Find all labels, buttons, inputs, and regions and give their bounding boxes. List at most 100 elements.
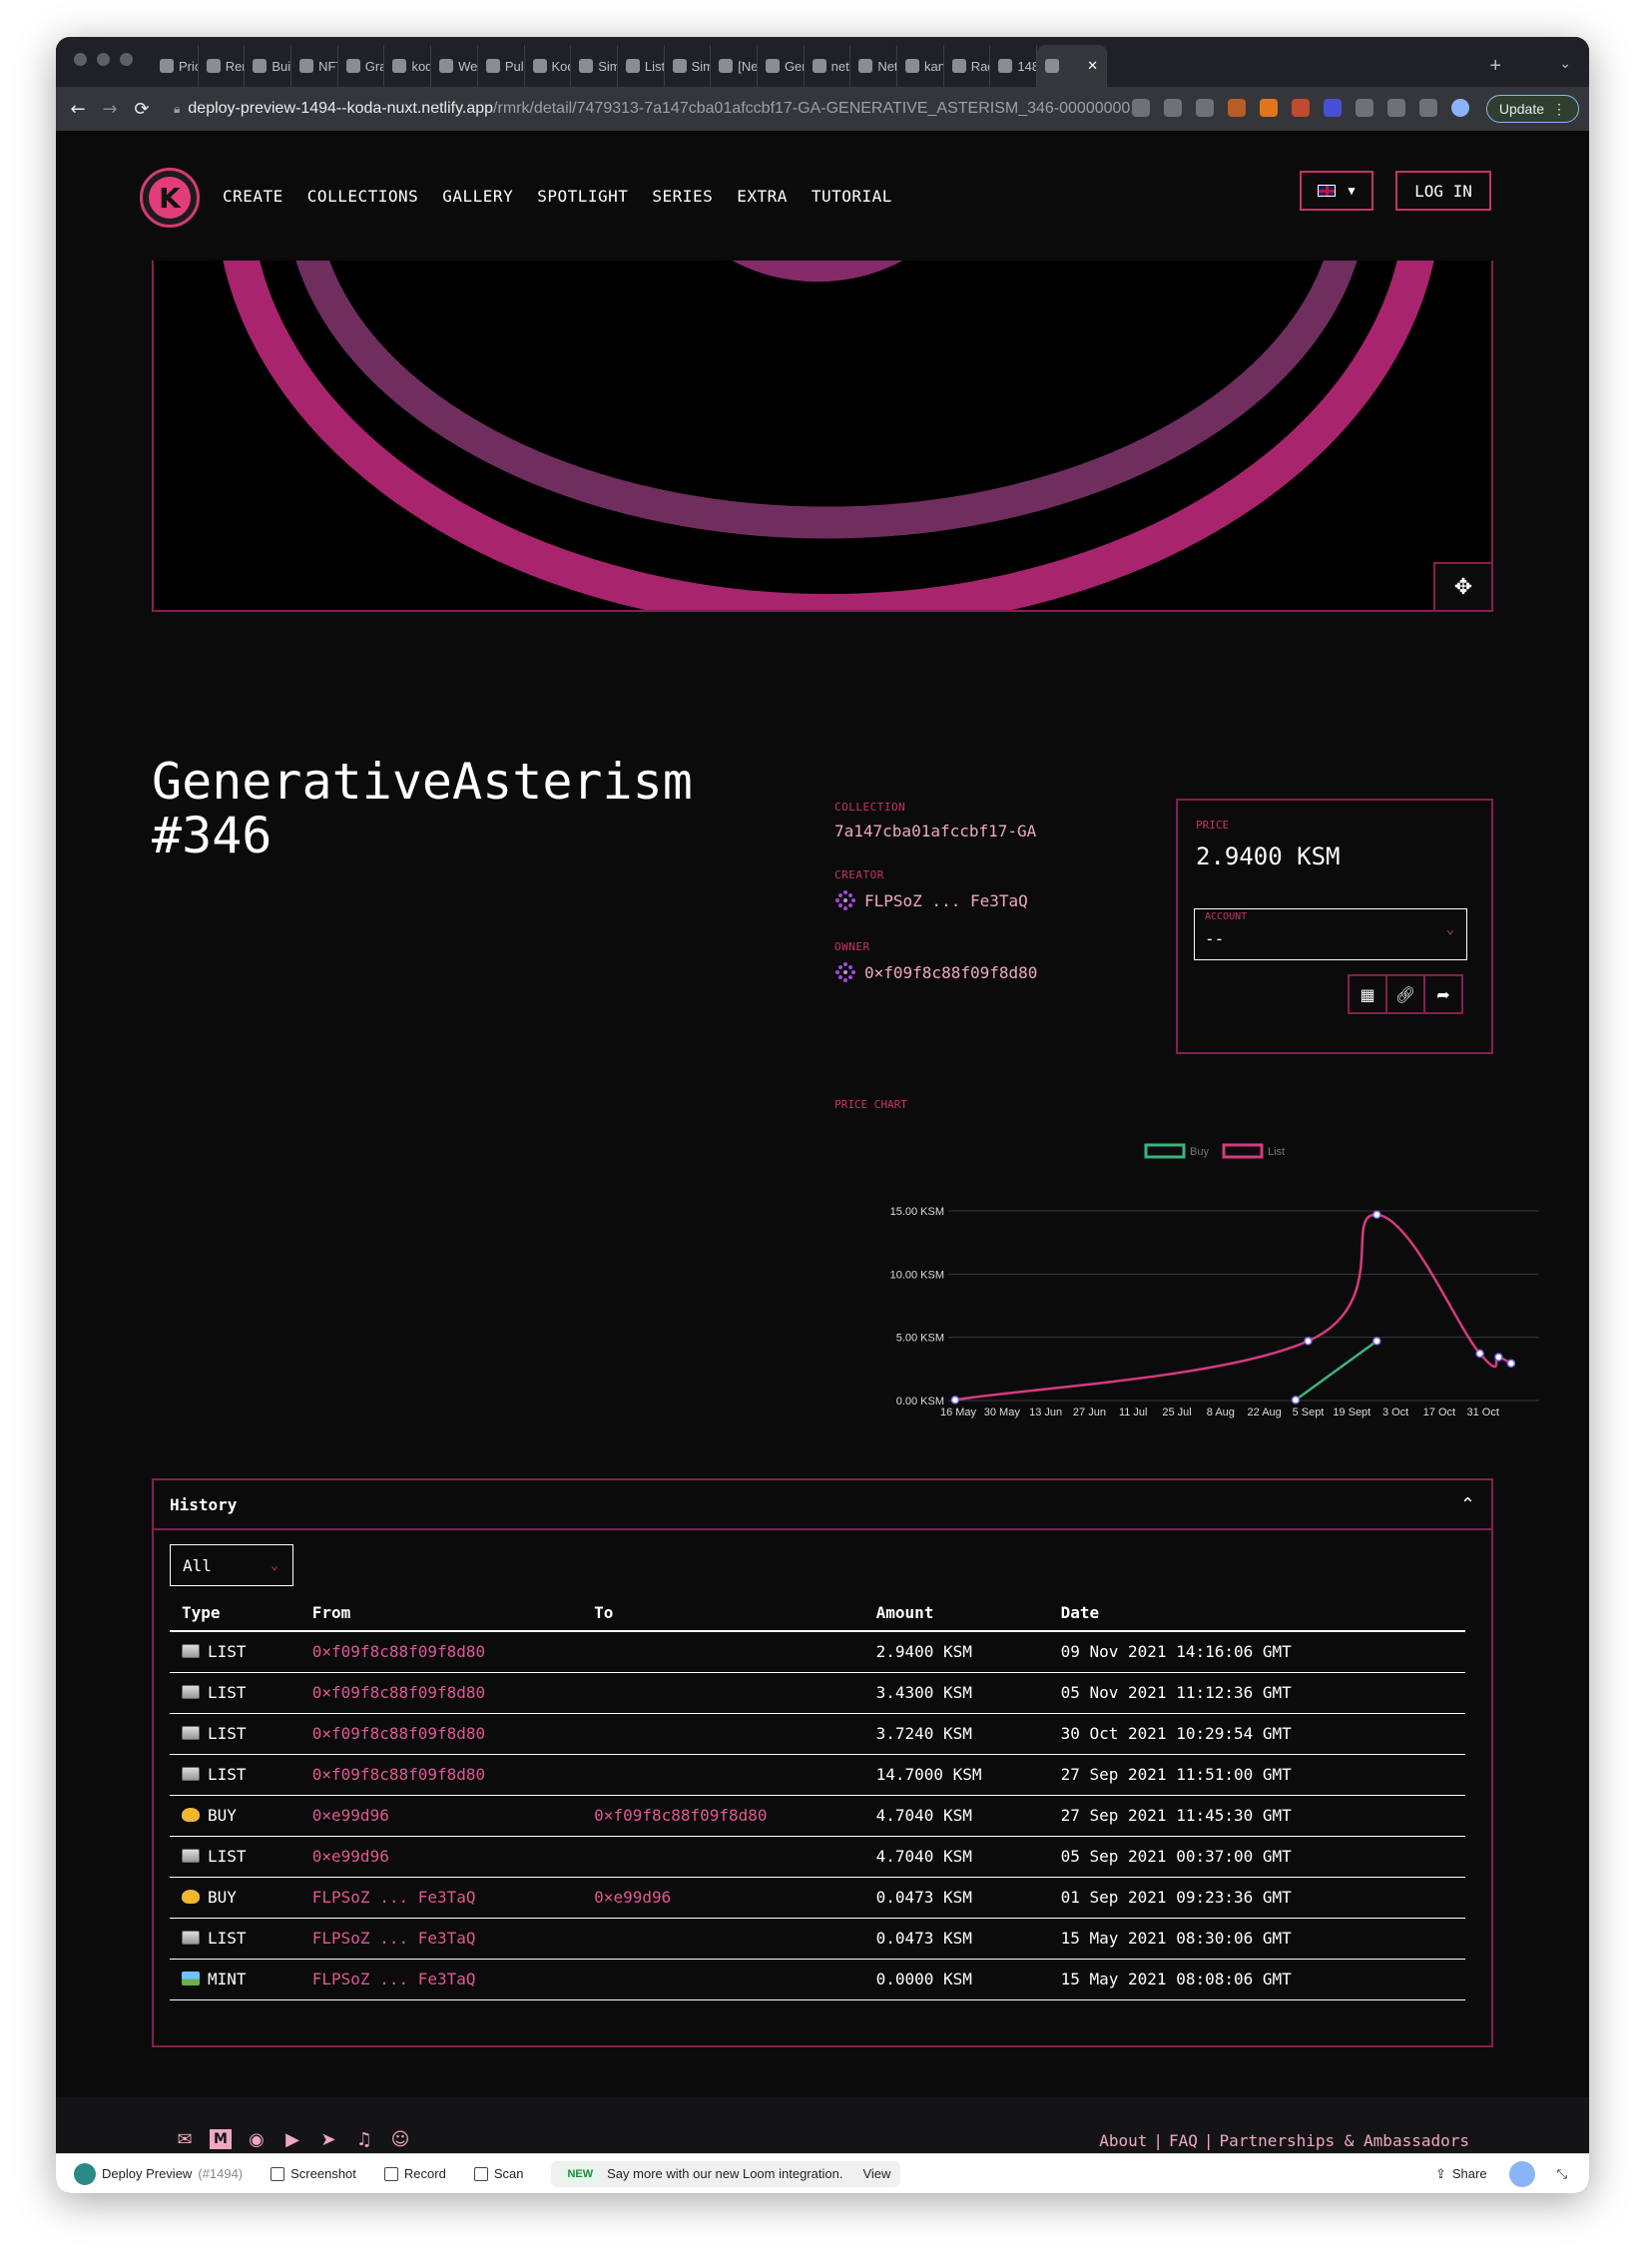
data-point-list[interactable] [950,1396,960,1405]
qr-code-button[interactable]: ▦ [1348,974,1387,1014]
browser-tab[interactable]: kan [897,45,944,87]
nav-item-collections[interactable]: COLLECTIONS [306,187,419,206]
browser-tab[interactable]: Sim [571,45,618,87]
nav-item-create[interactable]: CREATE [223,187,283,206]
share-button[interactable]: ⇪ Share [1435,2166,1487,2182]
koda-logo[interactable]: K [140,168,200,228]
fullscreen-button[interactable]: ✥ [1433,562,1491,610]
browser-tab[interactable]: ✕ [1037,45,1108,87]
browser-tab[interactable]: Rem [199,45,246,87]
footer-link-about[interactable]: About [1099,2131,1148,2150]
nav-item-spotlight[interactable]: SPOTLIGHT [537,187,629,206]
data-point-list[interactable] [1506,1359,1516,1369]
extension-icon[interactable] [1324,99,1342,117]
reddit-icon[interactable]: ☺ [390,2128,410,2150]
data-point-list[interactable] [1494,1353,1503,1362]
from-address[interactable]: 0×f09f8c88f09f8d80 [299,1672,583,1714]
nav-item-extra[interactable]: EXTRA [737,187,788,206]
from-address[interactable]: 0×e99d96 [299,1795,583,1837]
copy-link-button[interactable]: 🔗︎ [1385,974,1425,1014]
login-button[interactable]: LOG IN [1395,171,1491,211]
from-address[interactable]: 0×e99d96 [299,1836,583,1878]
collapse-icon[interactable]: ⤡ [1556,2165,1567,2181]
from-address[interactable]: FLPSoZ ... Fe3TaQ [299,1877,583,1919]
owner-link[interactable]: 0×f09f8c88f09f8d80 [834,961,1037,983]
scan-button[interactable]: Scan [473,2166,523,2181]
from-address[interactable]: 0×f09f8c88f09f8d80 [299,1713,583,1755]
telegram-icon[interactable]: ➤ [320,2128,336,2150]
from-address[interactable]: 0×f09f8c88f09f8d80 [299,1754,583,1796]
browser-tab[interactable]: Wer [431,45,478,87]
data-point-list[interactable] [1304,1337,1313,1346]
browser-tab[interactable]: Gra [338,45,385,87]
from-address[interactable]: FLPSoZ ... Fe3TaQ [299,1959,583,2000]
browser-tab[interactable]: Rad [944,45,991,87]
browser-tab[interactable]: List [618,45,665,87]
browser-tab[interactable]: 148 [990,45,1038,87]
forward-icon[interactable]: → [102,98,118,120]
footer-link-faq[interactable]: FAQ [1169,2131,1198,2150]
extension-icon[interactable] [1228,99,1246,117]
browser-tab[interactable]: kod [384,45,432,87]
creator-link[interactable]: FLPSoZ ... Fe3TaQ [834,889,1028,911]
reload-icon[interactable]: ⟳ [134,98,150,120]
browser-tab[interactable]: Pull [478,45,525,87]
browser-tab[interactable]: NFT [291,45,338,87]
nav-item-gallery[interactable]: GALLERY [442,187,514,206]
extension-icon[interactable] [1196,99,1214,117]
record-button[interactable]: Record [383,2166,446,2181]
legend-swatch-buy[interactable] [1144,1143,1186,1159]
data-point-list[interactable] [1475,1349,1484,1359]
view-link[interactable]: View [862,2166,891,2181]
email-icon[interactable]: ✉ [177,2128,193,2150]
back-icon[interactable]: ← [70,98,86,120]
window-controls[interactable] [74,53,133,66]
language-selector[interactable]: ▼ [1300,171,1373,211]
nav-item-series[interactable]: SERIES [652,187,714,206]
browser-tab[interactable]: Kod [525,45,572,87]
data-point-buy[interactable] [1372,1337,1381,1346]
browser-tab[interactable]: netl [805,45,851,87]
data-point-list[interactable] [1372,1210,1381,1220]
history-filter-select[interactable]: All ⌄ [170,1544,293,1586]
update-button[interactable]: Update ⋮ [1485,95,1579,123]
history-header[interactable]: History ⌃ [154,1480,1491,1530]
share-button[interactable]: ➦ [1423,974,1463,1014]
browser-tab[interactable]: Gen [758,45,805,87]
extension-icon[interactable] [1292,99,1310,117]
extension-icon[interactable] [1132,99,1150,117]
browser-tab[interactable]: Sim [665,45,712,87]
user-avatar[interactable] [1508,2160,1535,2187]
extension-icon[interactable] [1164,99,1182,117]
browser-tab[interactable]: Pric [152,45,199,87]
youtube-icon[interactable]: ▶ [285,2128,299,2150]
extension-icon[interactable] [1260,99,1278,117]
extension-icon[interactable] [1356,99,1373,117]
deploy-preview[interactable]: Deploy Preview (#1494) [74,2162,243,2185]
collection-link[interactable]: 7a147cba01afccbf17-GA [834,822,1037,841]
legend-swatch-list[interactable] [1222,1143,1264,1159]
avatar[interactable] [1451,99,1469,117]
puzzle-icon[interactable] [1387,99,1405,117]
new-tab-button[interactable]: + [1489,55,1501,77]
footer-link-partnerships[interactable]: Partnerships & Ambassadors [1219,2131,1469,2150]
close-icon[interactable]: ✕ [1087,58,1099,74]
screenshot-button[interactable]: Screenshot [271,2166,356,2181]
nav-item-tutorial[interactable]: TUTORIAL [811,187,892,206]
tab-search-icon[interactable]: ⌄ [1559,55,1571,71]
twitter-icon[interactable]: ♫ [355,2128,373,2150]
account-select[interactable]: ACCOUNT -- ⌄ [1194,908,1467,960]
to-address[interactable]: 0×f09f8c88f09f8d80 [582,1795,864,1837]
chevron-up-icon[interactable]: ⌃ [1459,1493,1475,1515]
reading-list-icon[interactable] [1419,99,1437,117]
browser-tab[interactable]: Netl [850,45,897,87]
data-point-buy[interactable] [1291,1396,1301,1405]
from-address[interactable]: 0×f09f8c88f09f8d80 [299,1631,583,1673]
from-address[interactable]: FLPSoZ ... Fe3TaQ [299,1918,583,1960]
browser-tab[interactable]: [Ne [711,45,758,87]
medium-icon[interactable]: M [210,2129,232,2149]
to-address[interactable]: 0×e99d96 [582,1877,864,1919]
browser-tab[interactable]: Buil [245,45,292,87]
discord-icon[interactable]: ◉ [249,2128,265,2150]
url-field[interactable]: 🔒︎ deploy-preview-1494--koda-nuxt.netlif… [174,96,1172,122]
